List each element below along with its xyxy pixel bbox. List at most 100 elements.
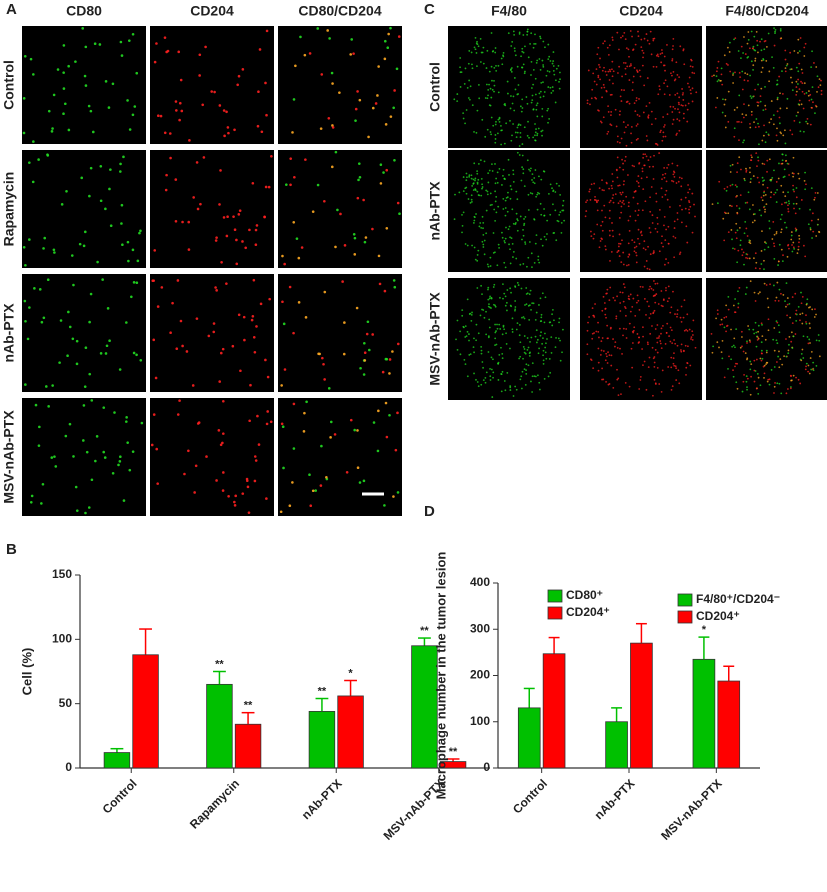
cell-dot [618,327,621,330]
cell-dot [748,239,751,242]
cell-dot [632,75,635,78]
cell-dot [590,97,593,100]
cell-dot [727,120,730,123]
cell-dot [677,108,679,111]
cell-dot [656,341,659,344]
cell-dot [472,222,475,224]
cell-dot [644,153,647,156]
cell-dot [774,299,777,302]
cell-dot [530,252,533,255]
cell-dot [329,436,332,439]
cell-dot [656,222,659,225]
cell-dot [636,294,639,297]
cell-dot [795,202,798,205]
cell-dot [627,255,630,258]
cell-dot [664,343,667,345]
cell-dot [516,198,519,201]
cell-dot [218,203,221,206]
cell-dot [742,350,745,353]
cell-dot [602,378,605,381]
cell-dot [678,103,680,106]
cell-dot [777,177,780,180]
cell-dot [536,102,539,105]
cell-dot [781,159,784,162]
cell-dot [784,300,786,303]
cell-dot [482,243,485,246]
cell-dot [45,385,48,388]
cell-dot [748,339,751,342]
cell-dot [99,164,103,168]
cell-dot [511,102,514,105]
cell-dot [505,343,508,345]
cell-dot [800,199,803,201]
cell-dot [334,245,337,249]
cell-dot [798,234,801,237]
cell-dot [251,181,255,185]
cell-dot [750,375,752,378]
cell-dot [746,201,749,204]
cell-dot [662,135,665,138]
cell-dot [495,177,498,180]
cell-dot [471,311,473,314]
cell-dot [787,388,789,390]
micrograph-bg [150,150,274,268]
cell-dot [676,212,679,214]
cell-dot [782,294,785,296]
cell-dot [752,204,754,206]
cell-dot [233,128,236,132]
bar [132,654,159,769]
cell-dot [723,316,726,319]
cell-dot [84,346,88,350]
cell-dot [809,123,812,126]
cell-dot [502,283,504,286]
cell-dot [558,87,561,90]
cell-dot [762,183,764,186]
cell-dot [666,300,669,303]
cell-dot [608,217,611,220]
cell-dot [755,152,758,155]
cell-dot [758,267,761,270]
micrograph [448,278,570,400]
cell-dot [663,124,666,126]
cell-dot [486,97,489,100]
cell-dot [152,338,156,342]
cell-dot [330,71,334,75]
cell-dot [500,124,502,127]
cell-dot [541,59,544,62]
cell-dot [812,230,815,233]
cell-dot [635,254,638,257]
cell-dot [632,329,635,332]
cell-dot [103,456,107,459]
cell-dot [491,396,494,398]
cell-dot [518,145,521,147]
cell-dot [649,196,651,199]
cell-dot [809,208,811,211]
cell-dot [487,288,489,291]
cell-dot [643,298,646,300]
cell-dot [764,194,767,196]
cell-dot [517,284,520,286]
cell-dot [506,196,509,199]
cell-dot [635,251,637,254]
cell-dot [775,231,778,233]
cell-dot [90,399,94,402]
cell-dot [657,303,660,305]
cell-dot [474,258,477,261]
cell-dot [481,118,484,121]
cell-dot [790,238,793,241]
cell-dot [775,320,778,323]
cell-dot [642,111,645,114]
cell-dot [484,135,487,138]
cell-dot [242,315,246,319]
cell-dot [601,179,603,182]
cell-dot [607,130,610,133]
cell-dot [376,449,380,453]
cell-dot [753,380,756,383]
cell-dot [257,90,260,94]
cell-dot [469,201,472,204]
cell-dot [475,323,478,326]
cell-dot [741,254,744,257]
cell-dot [546,233,548,235]
cell-dot [641,348,644,350]
cell-dot [128,39,131,42]
